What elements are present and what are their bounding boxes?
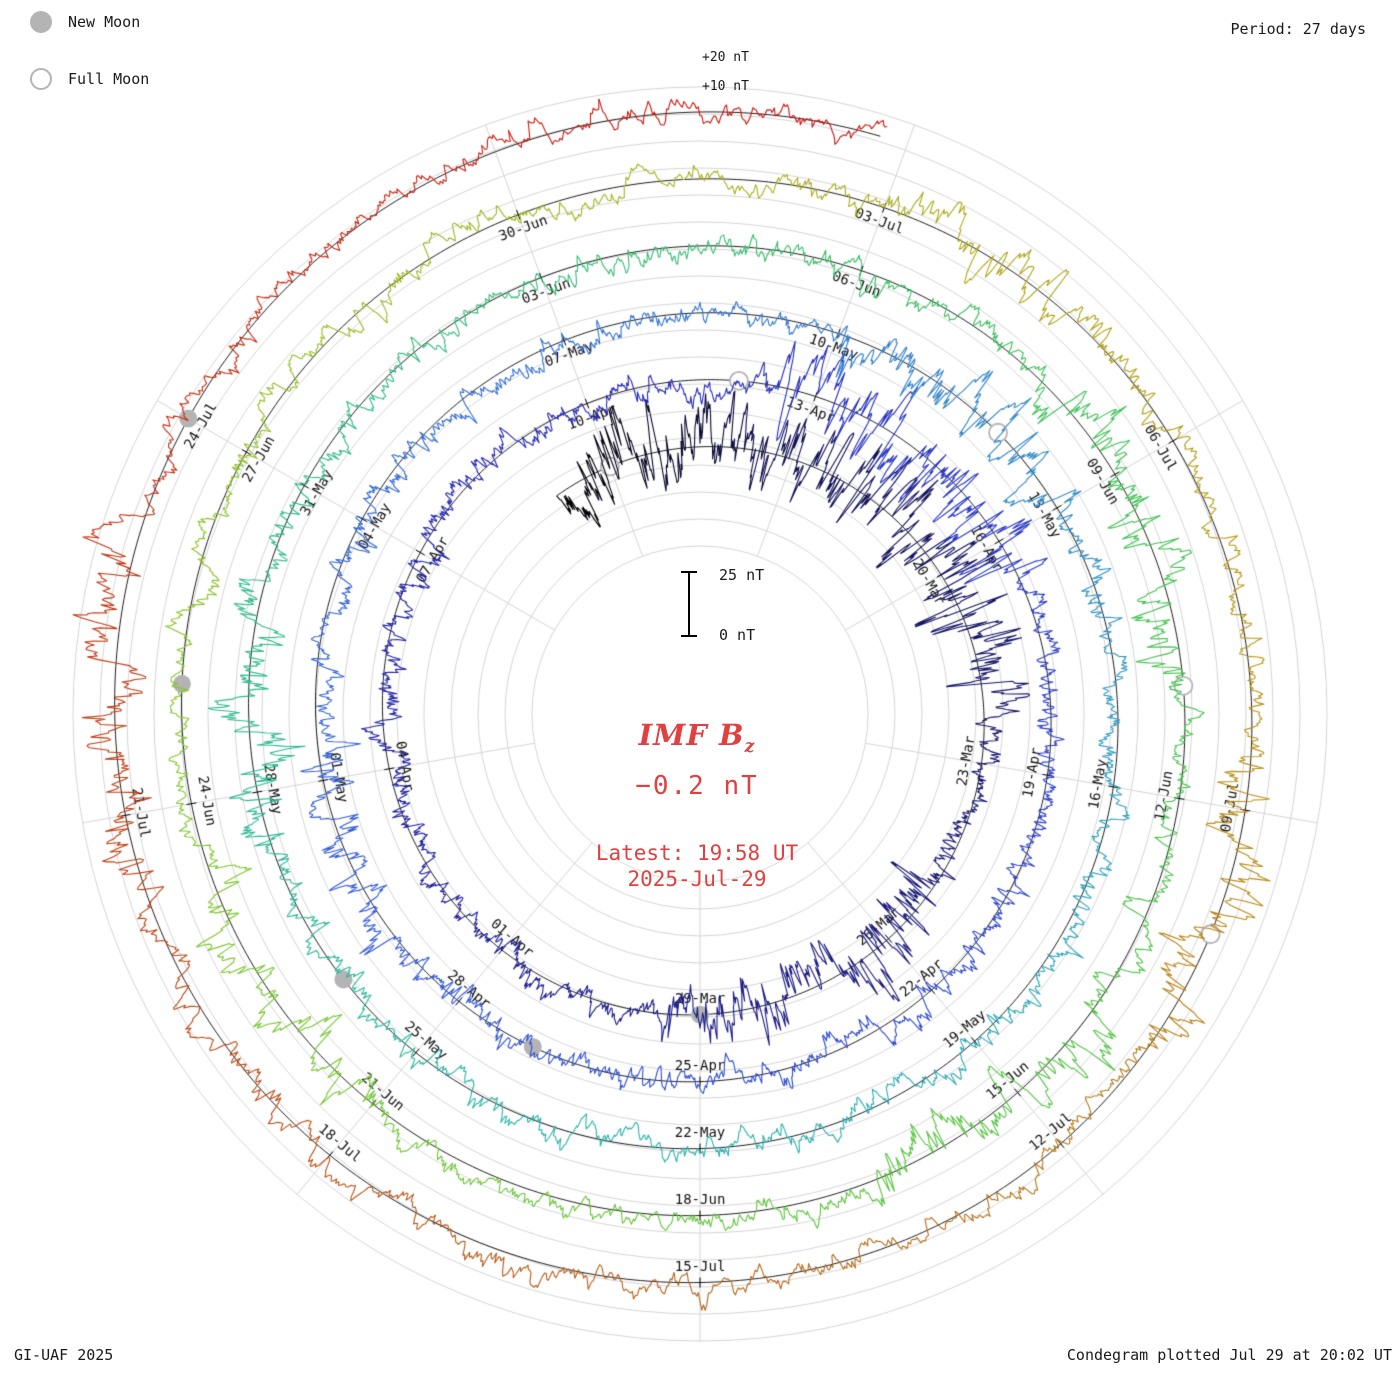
imf-word: IMF xyxy=(638,718,708,752)
full-moon-icon xyxy=(30,68,52,90)
credit-label: GI-UAF 2025 xyxy=(14,1346,114,1364)
legend-new-moon: New Moon xyxy=(30,10,149,34)
latest-date-label: 2025-Jul-29 xyxy=(627,866,767,891)
scale-bar-25nT-label: 25 nT xyxy=(719,566,765,584)
moon-legend: New Moon Full Moon xyxy=(30,10,149,124)
new-moon-label: New Moon xyxy=(68,13,141,31)
end-scale-plus10-label: +10 nT xyxy=(702,79,749,94)
full-moon-label: Full Moon xyxy=(68,70,150,88)
scale-bar-top-cap xyxy=(681,571,697,573)
bz-symbol: Bz xyxy=(718,718,756,757)
new-moon-icon xyxy=(30,11,52,33)
period-label: Period: 27 days xyxy=(1230,20,1366,38)
scale-bar-bottom-cap xyxy=(681,635,697,637)
scale-bar-0nT-label: 0 nT xyxy=(719,626,756,644)
imf-bz-value: −0.2 nT xyxy=(635,770,759,801)
legend-full-moon: Full Moon xyxy=(30,67,149,91)
imf-bz-title: IMF Bz xyxy=(500,718,894,757)
center-annotation: IMF Bz −0.2 nT Latest: 19:58 UT 2025-Jul… xyxy=(500,718,894,891)
plotted-label: Condegram plotted Jul 29 at 20:02 UT xyxy=(1066,1346,1392,1364)
radial-scale-bar xyxy=(681,571,697,637)
latest-time-label: Latest: 19:58 UT xyxy=(595,840,799,865)
scale-bar-stem xyxy=(688,573,690,635)
end-scale-plus20-label: +20 nT xyxy=(702,50,749,65)
